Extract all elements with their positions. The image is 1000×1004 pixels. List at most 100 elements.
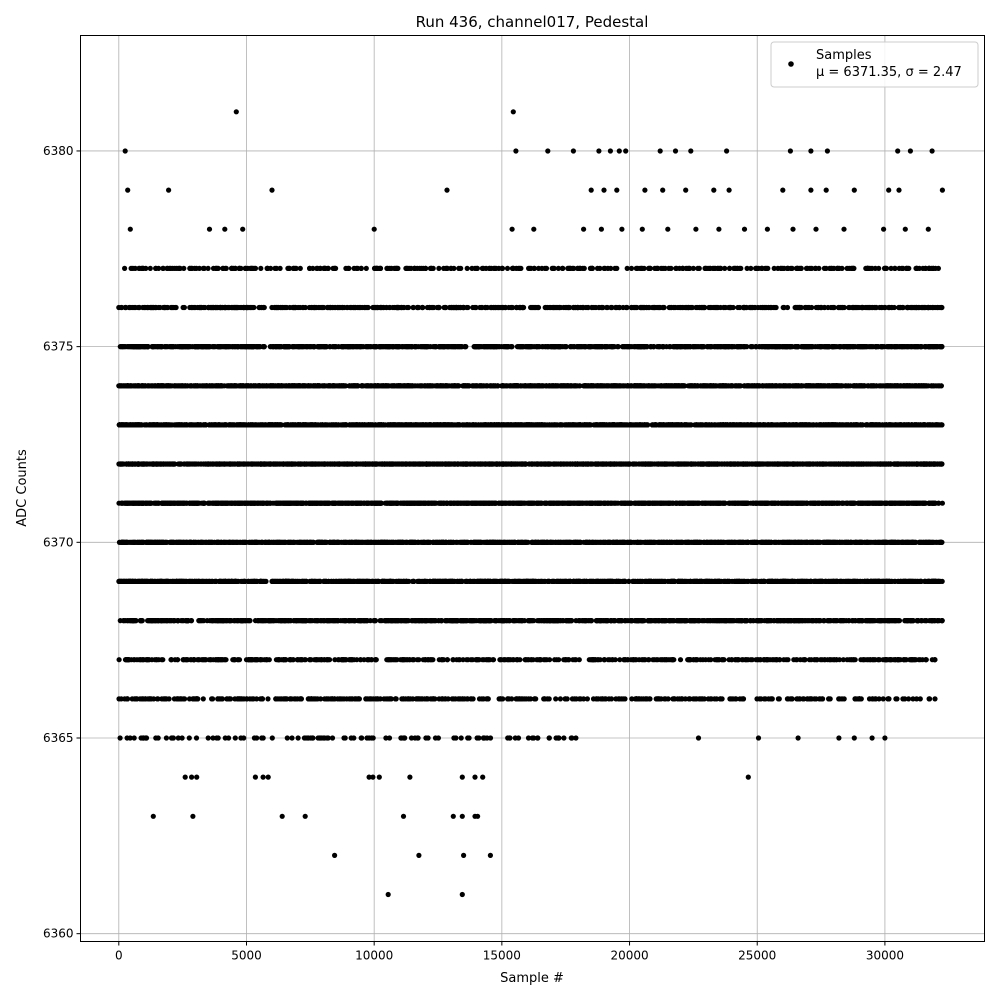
sample-point	[865, 540, 870, 545]
sample-point	[230, 461, 235, 466]
sample-point	[366, 461, 371, 466]
sample-point	[599, 540, 604, 545]
sample-point	[225, 501, 230, 506]
sample-point	[156, 501, 161, 506]
sample-point	[431, 540, 436, 545]
sample-point	[596, 501, 601, 506]
sample-point	[188, 540, 193, 545]
sample-point	[887, 501, 892, 506]
sample-point	[414, 461, 419, 466]
sample-point	[503, 501, 508, 506]
sample-point	[535, 501, 540, 506]
sample-point	[349, 501, 354, 506]
sample-point	[830, 540, 835, 545]
sample-point	[610, 501, 615, 506]
sample-point	[471, 461, 476, 466]
sample-point	[607, 461, 612, 466]
sample-point	[337, 501, 342, 506]
sample-point	[776, 501, 781, 506]
sample-point	[932, 461, 937, 466]
sample-point	[638, 540, 643, 545]
sample-point	[221, 461, 226, 466]
sample-point	[821, 461, 826, 466]
sample-point	[758, 461, 763, 466]
sample-point	[895, 540, 900, 545]
sample-point	[421, 540, 426, 545]
sample-point	[519, 540, 524, 545]
sample-point	[412, 540, 417, 545]
sample-point	[455, 461, 460, 466]
sample-point	[912, 501, 917, 506]
sample-point	[792, 461, 797, 466]
sample-point	[890, 540, 895, 545]
sample-point	[885, 540, 890, 545]
sample-point	[730, 501, 735, 506]
sample-point	[437, 501, 442, 506]
sample-point	[148, 501, 153, 506]
sample-point	[798, 461, 803, 466]
sample-point	[572, 461, 577, 466]
sample-point	[345, 461, 350, 466]
sample-point	[235, 461, 240, 466]
sample-point	[864, 501, 869, 506]
sample-point	[330, 501, 335, 506]
sample-point	[266, 540, 271, 545]
sample-point	[275, 540, 280, 545]
sample-point	[478, 501, 483, 506]
sample-point	[455, 501, 460, 506]
sample-point	[720, 461, 725, 466]
sample-point	[851, 501, 856, 506]
sample-point	[647, 540, 652, 545]
sample-point	[201, 501, 206, 506]
sample-point	[280, 461, 285, 466]
sample-point	[461, 501, 466, 506]
sample-point	[157, 461, 162, 466]
sample-point	[824, 501, 829, 506]
sample-point	[561, 461, 566, 466]
sample-point	[614, 540, 619, 545]
sample-point	[921, 540, 926, 545]
sample-point	[222, 540, 227, 545]
sample-point	[299, 501, 304, 506]
sample-point	[192, 501, 197, 506]
sample-point	[183, 540, 188, 545]
grid-lines	[81, 36, 985, 942]
sample-point	[424, 461, 429, 466]
sample-point	[350, 461, 355, 466]
sample-point	[243, 501, 248, 506]
sample-point	[567, 540, 572, 545]
sample-point	[645, 501, 650, 506]
sample-point	[204, 540, 209, 545]
sample-point	[586, 461, 591, 466]
sample-point	[391, 461, 396, 466]
sample-point	[551, 461, 556, 466]
sample-point	[198, 540, 203, 545]
sample-point	[764, 540, 769, 545]
sample-point	[891, 461, 896, 466]
sample-point	[696, 461, 701, 466]
sample-point	[556, 461, 561, 466]
sample-point	[529, 461, 534, 466]
sample-point	[593, 540, 598, 545]
sample-point	[320, 501, 325, 506]
sample-point	[483, 540, 488, 545]
sample-point	[794, 501, 799, 506]
sample-point	[659, 501, 664, 506]
sample-point	[464, 540, 469, 545]
sample-point	[750, 540, 755, 545]
sample-point	[738, 540, 743, 545]
sample-point	[436, 461, 441, 466]
sample-point	[694, 540, 699, 545]
sample-point	[495, 540, 500, 545]
sample-point	[404, 540, 409, 545]
sample-point	[901, 461, 906, 466]
sample-point	[301, 540, 306, 545]
sample-point	[785, 461, 790, 466]
sample-point	[249, 540, 254, 545]
sample-point	[868, 461, 873, 466]
sample-point	[574, 540, 579, 545]
sample-point	[601, 461, 606, 466]
sample-point	[137, 540, 142, 545]
sample-point	[902, 540, 907, 545]
sample-point	[673, 461, 678, 466]
